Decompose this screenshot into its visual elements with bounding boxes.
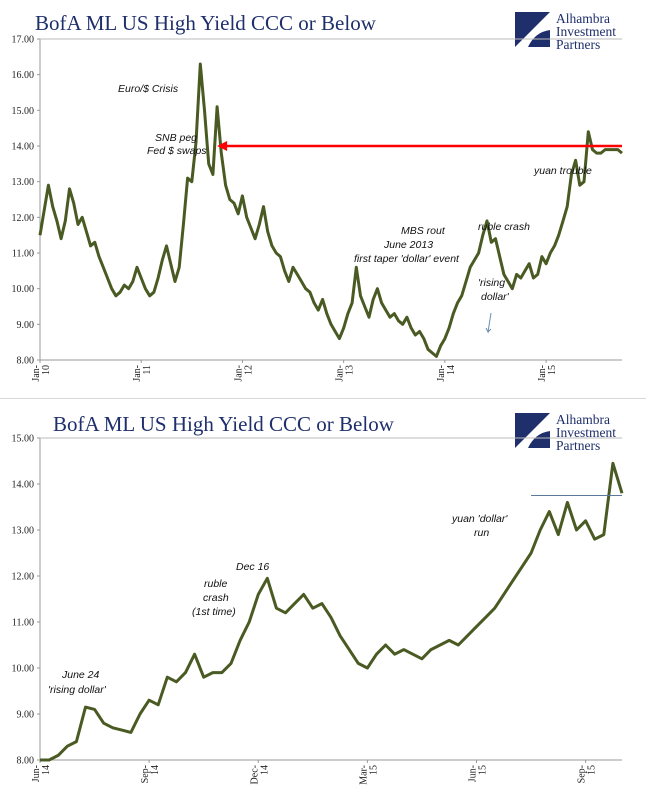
- bottom-y-tick-label: 9.00: [17, 710, 35, 721]
- top-y-tick-label: 15.00: [12, 106, 35, 117]
- anno-first-taper: first taper 'dollar' event: [354, 253, 460, 265]
- top-y-tick-label: 17.00: [12, 35, 35, 46]
- bottom-x-tick-label: Jun- 15: [468, 765, 489, 782]
- top-x-tick-label-month: Jan-: [233, 365, 244, 382]
- anno-euro-crisis: Euro/$ Crisis: [118, 83, 179, 95]
- bottom-x-tick-label-month: Jun-: [31, 765, 42, 782]
- anno-dec-16: Dec 16: [236, 561, 269, 573]
- bottom-chart-title: BofA ML US High Yield CCC or Below: [53, 412, 395, 436]
- anno-ruble-crash: ruble crash: [478, 221, 530, 233]
- top-y-tick-label: 16.00: [12, 70, 35, 81]
- logo-line-2: Investment: [556, 24, 616, 39]
- bottom-x-tick-label-month: Dec-: [249, 765, 260, 784]
- arrow-head-icon: [217, 141, 228, 151]
- anno-mbs-rout: MBS rout: [401, 225, 446, 237]
- bottom-y-tick-label: 12.00: [12, 572, 35, 583]
- bottom-chart-panel: BofA ML US High Yield CCC or Below Alham…: [0, 403, 646, 799]
- bottom-x-tick-label-year: 15: [478, 765, 489, 775]
- top-x-tick-label-month: Jan-: [436, 365, 447, 382]
- top-axes: 8.00 9.00 10.00 11.00 12.00 13.00 14.00 15.00 16…: [12, 35, 622, 382]
- top-x-tick-label-year: 13: [345, 365, 356, 375]
- top-x-tick-label-year: 12: [243, 365, 254, 375]
- top-x-tick-label: Jan- 11: [132, 365, 153, 382]
- anno-1st-time: (1st time): [192, 606, 236, 618]
- anno-yuan-trouble: yuan trouble: [533, 165, 592, 177]
- bottom-x-tick-label-month: Sep-: [577, 765, 588, 783]
- rising-dollar-arrow-icon: [485, 312, 492, 334]
- top-x-tick-label: Jan- 15: [537, 365, 558, 382]
- panel-divider: [0, 398, 646, 403]
- bottom-series-line: [40, 461, 624, 762]
- top-y-tick-label: 14.00: [12, 142, 35, 153]
- bottom-x-tick-label: Sep- 14: [140, 765, 161, 783]
- top-x-tick-label-month: Jan-: [537, 365, 548, 382]
- anno-fed-swaps: Fed $ swaps: [147, 145, 207, 157]
- logo-line-3: Partners: [556, 438, 600, 453]
- bottom-x-tick-label-year: 14: [150, 765, 161, 775]
- top-x-tick-label: Jan- 12: [233, 365, 254, 382]
- top-y-tick-label: 12.00: [12, 213, 35, 224]
- top-x-tick-label-month: Jan-: [132, 365, 143, 382]
- logo-swoosh-icon: [515, 413, 550, 448]
- bottom-y-tick-label: 14.00: [12, 480, 35, 491]
- anno-june-24: June 24: [61, 669, 100, 681]
- top-x-tick-label-year: 15: [547, 365, 558, 375]
- bottom-x-tick-label: Jun- 14: [31, 765, 52, 782]
- bottom-x-tick-label-year: 15: [587, 765, 598, 775]
- anno-rising-dollar: 'rising dollar': [48, 684, 107, 696]
- top-x-tick-label: Jan- 13: [335, 365, 356, 382]
- top-x-tick-label-year: 11: [142, 365, 153, 375]
- logo-line-3: Partners: [556, 37, 600, 52]
- bottom-x-tick-label-year: 14: [41, 765, 52, 775]
- anno-dollar: dollar': [481, 291, 510, 303]
- anno-june-2013: June 2013: [383, 239, 433, 251]
- bottom-x-tick-label-month: Jun-: [468, 765, 479, 782]
- anno-yuan-dollar: yuan 'dollar': [451, 513, 508, 525]
- anno-rising: 'rising: [478, 277, 505, 289]
- bottom-x-tick-label: Mar- 15: [358, 765, 379, 785]
- logo-line-1: Alhambra: [556, 11, 610, 26]
- top-y-tick-label: 8.00: [17, 356, 35, 367]
- bottom-y-tick-label: 15.00: [12, 434, 35, 445]
- bottom-y-tick-label: 11.00: [12, 618, 34, 629]
- top-x-tick-label: Jan- 14: [436, 365, 457, 382]
- bottom-x-tick-label-year: 14: [259, 765, 270, 775]
- bottom-axes: 8.00 9.00 10.00 11.00 12.00 13.00 14.00 15.00 Ju…: [12, 434, 622, 785]
- bottom-x-tick-label: Dec- 14: [249, 765, 270, 784]
- top-x-tick-label: Jan- 10: [31, 365, 52, 382]
- top-series-line: [38, 62, 623, 358]
- logo-line-2: Investment: [556, 425, 616, 440]
- bottom-y-tick-label: 13.00: [12, 526, 35, 537]
- bottom-logo: Alhambra Investment Partners: [515, 412, 616, 453]
- anno-snb-peg: SNB peg: [155, 132, 197, 144]
- top-y-tick-label: 13.00: [12, 177, 35, 188]
- top-x-tick-label-month: Jan-: [31, 365, 42, 382]
- anno-crash: crash: [203, 592, 229, 604]
- anno-ruble: ruble: [204, 578, 228, 590]
- top-reference-arrow: [217, 141, 622, 151]
- top-y-tick-label: 10.00: [12, 284, 35, 295]
- top-chart: BofA ML US High Yield CCC or Below Alham…: [12, 11, 623, 382]
- top-y-tick-label: 9.00: [17, 320, 35, 331]
- logo-line-1: Alhambra: [556, 412, 610, 427]
- top-chart-panel: BofA ML US High Yield CCC or Below Alham…: [0, 0, 646, 397]
- top-x-tick-label-month: Jan-: [335, 365, 346, 382]
- top-x-tick-label-year: 10: [41, 365, 52, 375]
- bottom-chart: BofA ML US High Yield CCC or Below Alham…: [12, 412, 624, 785]
- top-chart-title: BofA ML US High Yield CCC or Below: [35, 11, 377, 35]
- bottom-y-tick-label: 10.00: [12, 664, 35, 675]
- top-logo: Alhambra Investment Partners: [515, 11, 616, 52]
- bottom-x-tick-label: Sep- 15: [577, 765, 598, 783]
- top-x-tick-label-year: 14: [446, 365, 457, 375]
- bottom-x-tick-label-year: 15: [368, 765, 379, 775]
- bottom-y-tick-label: 8.00: [17, 756, 35, 767]
- logo-swoosh-icon: [515, 12, 550, 47]
- anno-run: run: [474, 527, 489, 539]
- bottom-x-tick-label-month: Mar-: [358, 765, 369, 785]
- bottom-x-tick-label-month: Sep-: [140, 765, 151, 783]
- top-y-tick-label: 11.00: [12, 249, 34, 260]
